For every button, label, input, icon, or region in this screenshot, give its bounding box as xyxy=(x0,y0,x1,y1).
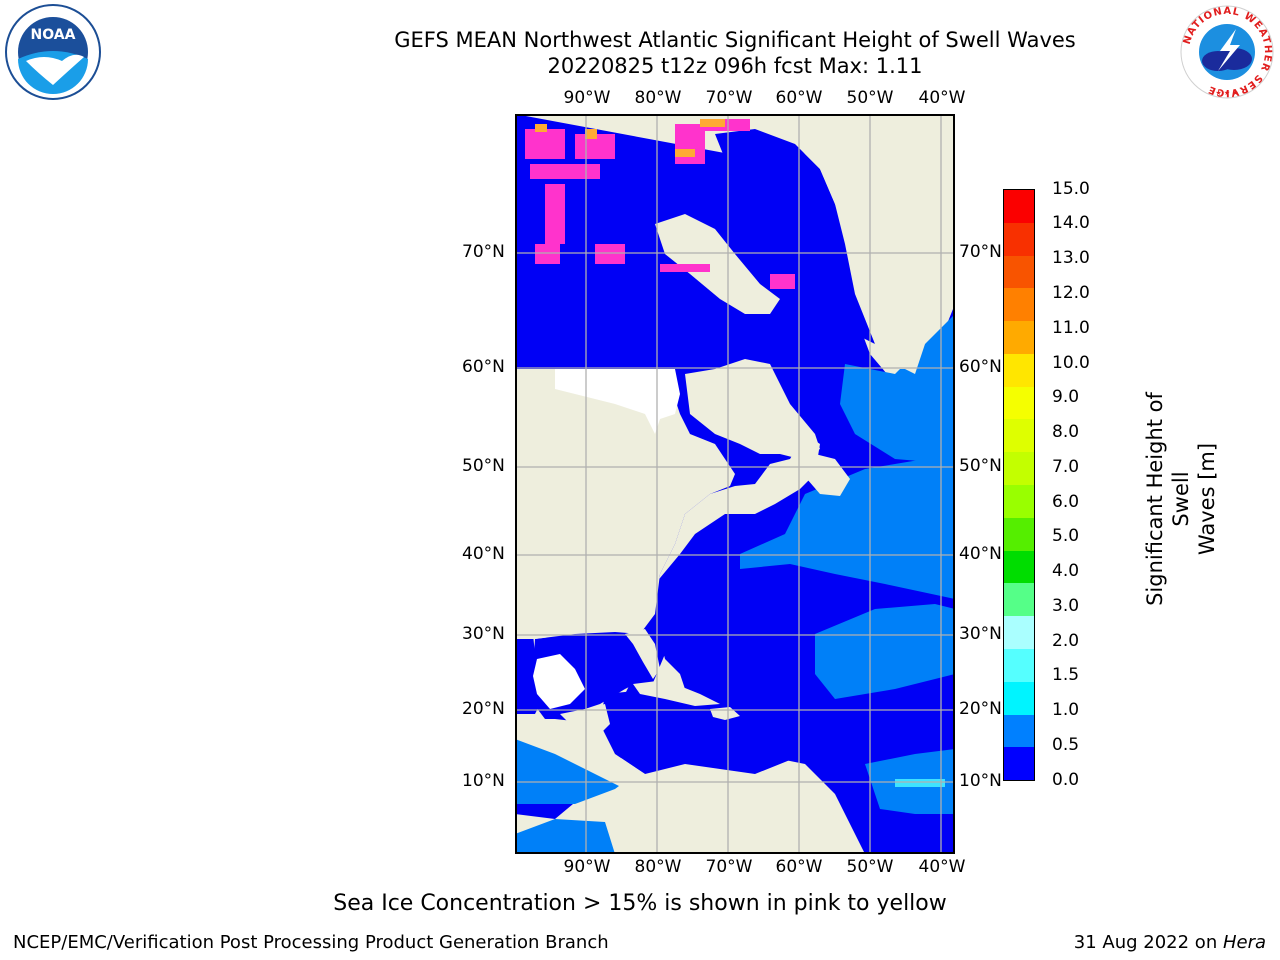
colorbar-tick-label: 14.0 xyxy=(1052,213,1090,233)
no-data-gulf xyxy=(533,654,585,709)
lat-label-right-30n: 30°N xyxy=(959,624,1002,644)
colorbar-segment xyxy=(1004,288,1034,322)
colorbar-segment xyxy=(1004,517,1034,551)
colorbar-segment xyxy=(1004,321,1034,354)
sea-ice-caption: Sea Ice Concentration > 15% is shown in … xyxy=(333,891,947,916)
swell-mid-north xyxy=(840,314,955,464)
swell-mid-central xyxy=(740,459,955,599)
colorbar-tick-label: 8.0 xyxy=(1052,422,1080,442)
colorbar-tick-label: 0.0 xyxy=(1052,770,1080,790)
lat-label-right-20n: 20°N xyxy=(959,699,1002,719)
north-america-interior xyxy=(515,369,735,639)
colorbar-tick-label: 1.0 xyxy=(1052,700,1080,720)
svg-text:★ ★ ★: ★ ★ ★ xyxy=(1215,89,1238,97)
colorbar-segment xyxy=(1004,583,1034,617)
map-graticule xyxy=(515,114,955,854)
lat-label-left-20n: 20°N xyxy=(462,699,505,719)
footer-branch: NCEP/EMC/Verification Post Processing Pr… xyxy=(13,932,609,953)
map-panel xyxy=(515,114,955,854)
colorbar-tick-label: 7.0 xyxy=(1052,457,1080,477)
colorbar-segment xyxy=(1004,550,1034,584)
swell-mid-pacific-south xyxy=(515,819,615,854)
colorbar-tick-label: 13.0 xyxy=(1052,248,1090,268)
lat-label-left-10n: 10°N xyxy=(462,771,505,791)
greenland xyxy=(765,114,955,374)
swell-mid-pacific xyxy=(515,734,635,804)
lat-label-right-10n: 10°N xyxy=(959,771,1002,791)
colorbar-segment xyxy=(1004,714,1034,748)
colorbar-tick-label: 1.5 xyxy=(1052,665,1080,685)
lat-label-right-60n: 60°N xyxy=(959,357,1002,377)
colorbar-tick-label: 3.0 xyxy=(1052,596,1080,616)
lat-label-left-70n: 70°N xyxy=(462,242,505,262)
colorbar-tick-label: 15.0 xyxy=(1052,179,1090,199)
colorbar-tick-label: 0.5 xyxy=(1052,735,1080,755)
colorbar-segment xyxy=(1004,616,1034,649)
chart-subtitle: 20220825 t12z 096h fcst Max: 1.11 xyxy=(547,54,923,78)
colorbar-segment xyxy=(1004,353,1034,387)
colorbar-label-line1: Significant Height of Swell xyxy=(1143,392,1193,606)
colorbar-segment xyxy=(1004,747,1034,781)
lat-label-left-40n: 40°N xyxy=(462,544,505,564)
lon-label-bottom-90w: 90°W xyxy=(563,857,611,877)
colorbar-segment xyxy=(1004,255,1034,289)
lon-label-top-40w: 40°W xyxy=(918,88,966,108)
lon-label-bottom-60w: 60°W xyxy=(775,857,823,877)
lon-label-top-70w: 70°W xyxy=(705,88,753,108)
colorbar-tick-label: 2.0 xyxy=(1052,631,1080,651)
lon-label-bottom-40w: 40°W xyxy=(918,857,966,877)
lat-label-left-60n: 60°N xyxy=(462,357,505,377)
lon-label-top-90w: 90°W xyxy=(563,88,611,108)
map-frame xyxy=(515,114,955,854)
lon-label-top-50w: 50°W xyxy=(846,88,894,108)
lat-label-right-50n: 50°N xyxy=(959,456,1002,476)
colorbar-tick-label: 9.0 xyxy=(1052,387,1080,407)
colorbar-label: Significant Height of Swell Waves [m] xyxy=(1142,379,1219,619)
colorbar-segment xyxy=(1004,190,1034,223)
baffin-island xyxy=(655,214,780,314)
florida xyxy=(625,629,660,679)
lon-label-bottom-70w: 70°W xyxy=(705,857,753,877)
colorbar-tick-label: 5.0 xyxy=(1052,526,1080,546)
colorbar-segment xyxy=(1004,222,1034,256)
footer-date-text: 31 Aug 2022 on xyxy=(1073,932,1223,953)
swell-mid-subtropics xyxy=(815,604,955,699)
colorbar-label-line2: Waves [m] xyxy=(1195,442,1219,556)
newfoundland xyxy=(807,454,850,496)
lat-label-right-70n: 70°N xyxy=(959,242,1002,262)
lat-label-left-30n: 30°N xyxy=(462,624,505,644)
lat-label-left-50n: 50°N xyxy=(462,456,505,476)
colorbar-tick-label: 11.0 xyxy=(1052,318,1090,338)
colorbar-tick-label: 4.0 xyxy=(1052,561,1080,581)
lon-label-top-80w: 80°W xyxy=(634,88,682,108)
colorbar-segment xyxy=(1004,452,1034,486)
colorbar-tick-label: 6.0 xyxy=(1052,492,1080,512)
south-america xyxy=(625,774,865,854)
svg-text:NOAA: NOAA xyxy=(31,27,76,43)
cuba xyxy=(633,680,720,706)
colorbar-segment xyxy=(1004,648,1034,682)
colorbar-segment xyxy=(1004,485,1034,518)
colorbar-segment xyxy=(1004,386,1034,420)
chart-title: GEFS MEAN Northwest Atlantic Significant… xyxy=(394,28,1076,52)
colorbar-tick-label: 10.0 xyxy=(1052,353,1090,373)
baffin-bay xyxy=(715,129,875,344)
labrador xyxy=(685,359,820,459)
lat-label-right-40n: 40°N xyxy=(959,544,1002,564)
colorbar-segment xyxy=(1004,419,1034,453)
sea-ice-layer xyxy=(525,119,945,787)
lon-label-bottom-50w: 50°W xyxy=(846,857,894,877)
colorbar-segment xyxy=(1004,681,1034,715)
colorbar xyxy=(1003,189,1035,781)
nws-logo: NATIONAL WEATHER SERVICE ★ ★ ★ xyxy=(1180,5,1274,99)
central-america xyxy=(515,719,665,804)
footer-host: Hera xyxy=(1222,932,1266,953)
lon-label-bottom-80w: 80°W xyxy=(634,857,682,877)
noaa-logo: NOAA xyxy=(5,4,101,100)
colorbar-tick-label: 12.0 xyxy=(1052,283,1090,303)
footer-date: 31 Aug 2022 on Hera xyxy=(1074,932,1266,953)
lon-label-top-60w: 60°W xyxy=(775,88,823,108)
